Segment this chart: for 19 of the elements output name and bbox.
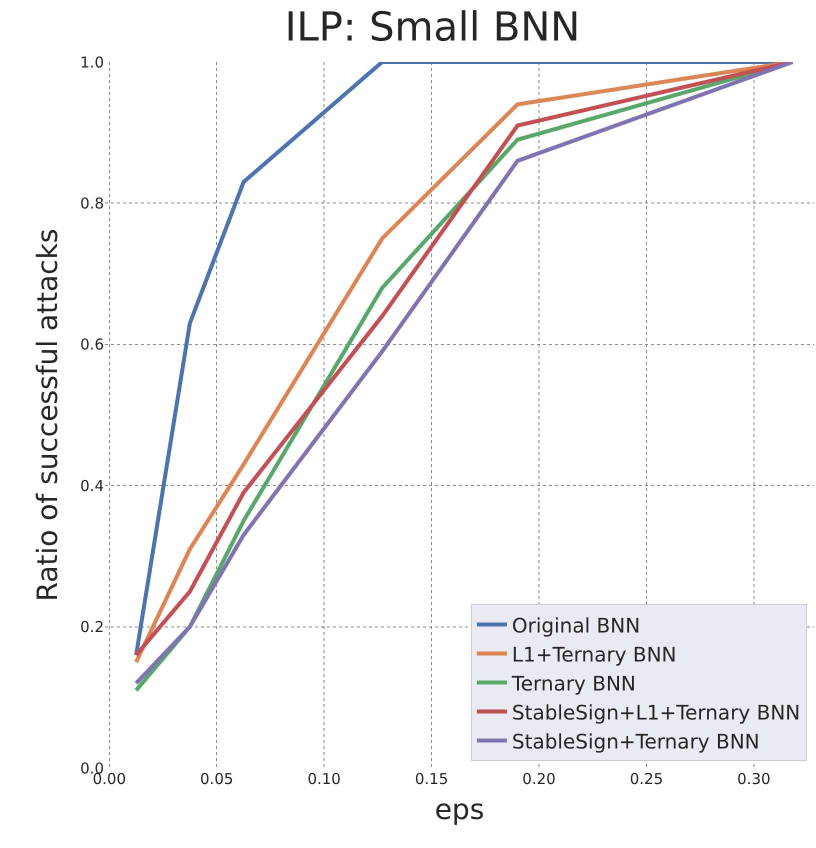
y-tick-label: 0.8 [80,194,104,212]
x-tick-label: 0.30 [737,770,771,788]
legend-label: StableSign+L1+Ternary BNN [512,700,800,724]
x-tick-label: 0.20 [522,770,556,788]
y-tick-label: 1.0 [80,53,104,72]
x-axis-title: eps [434,793,484,826]
x-tick-label: 0.05 [200,770,234,788]
legend-label: StableSign+Ternary BNN [512,729,760,754]
x-tick-label: 0.15 [414,770,448,788]
x-tick-label: 0.10 [307,770,341,788]
y-tick-label: 0.4 [80,476,104,495]
legend-label: L1+Ternary BNN [512,642,677,666]
y-axis-title: Ratio of successful attacks [30,228,64,602]
legend-label: Original BNN [512,613,640,638]
chart-title: ILP: Small BNN [284,4,580,51]
x-tick-label: 0.25 [630,770,664,788]
y-tick-label: 0.6 [80,336,104,354]
legend-label: Ternary BNN [510,671,636,696]
y-tick-label: 0.2 [80,618,104,636]
